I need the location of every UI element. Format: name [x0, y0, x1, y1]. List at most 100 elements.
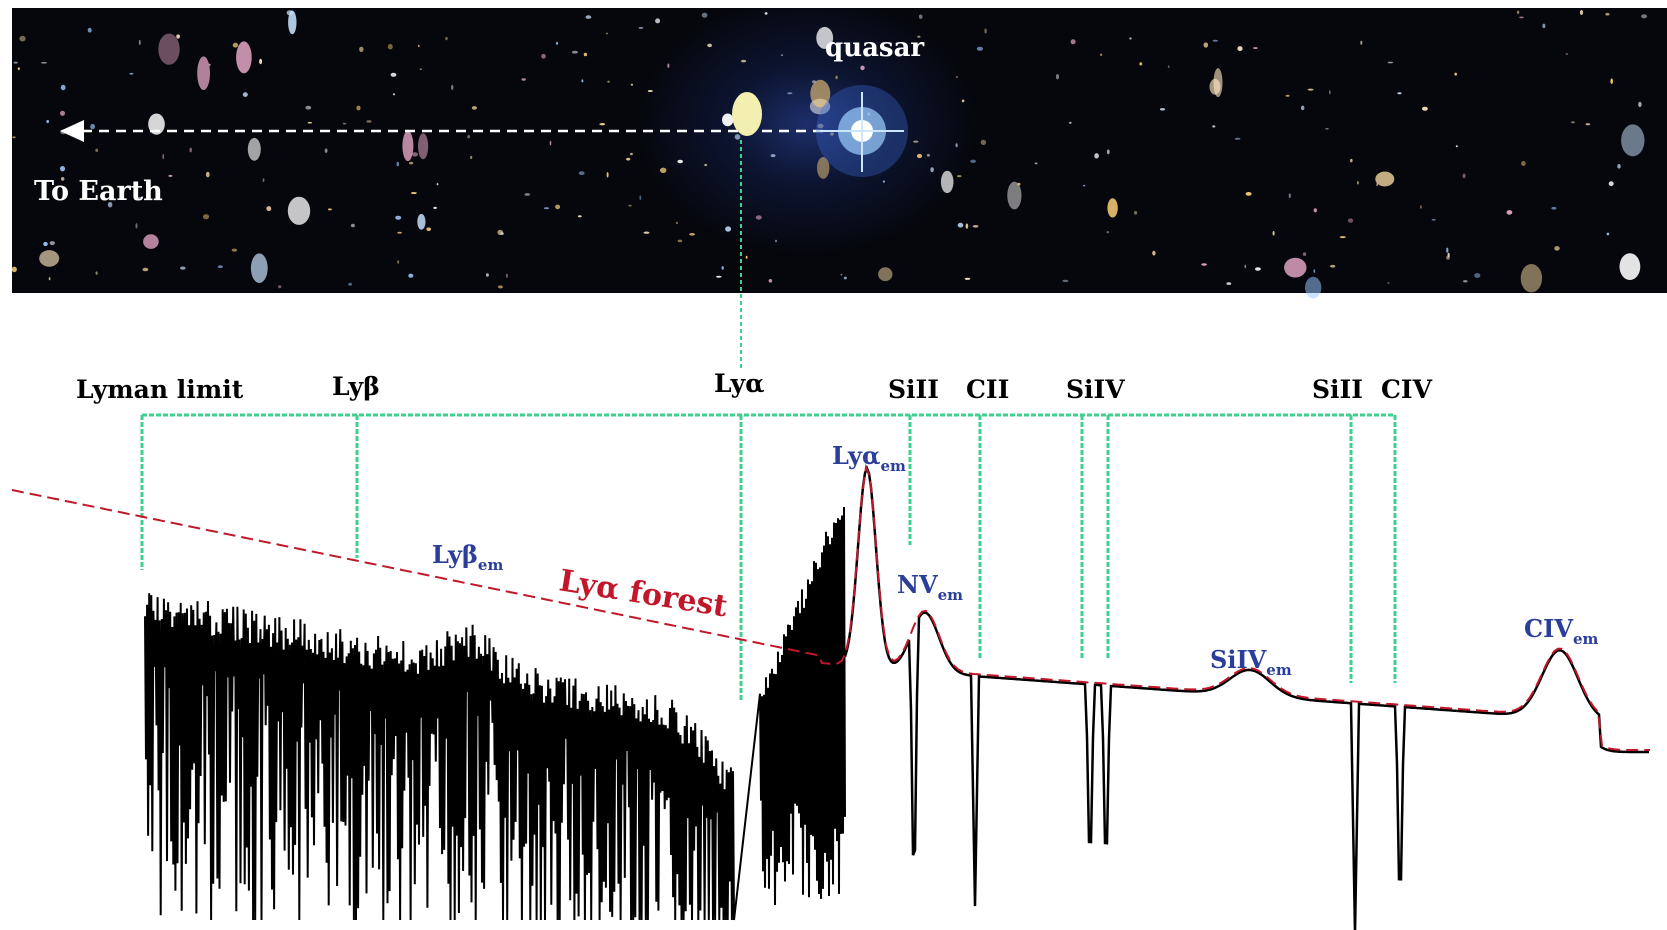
background-galaxy: [180, 266, 186, 270]
background-galaxy: [19, 35, 26, 42]
background-galaxy: [408, 273, 414, 278]
background-galaxy: [1347, 218, 1354, 223]
background-galaxy: [1134, 211, 1138, 215]
background-galaxy: [266, 206, 272, 212]
background-galaxy: [1094, 153, 1099, 159]
background-galaxy: [1621, 124, 1645, 157]
background-galaxy: [704, 163, 708, 167]
background-galaxy: [768, 279, 773, 283]
background-galaxy: [1397, 92, 1402, 95]
background-galaxy: [961, 99, 965, 103]
background-galaxy: [418, 133, 429, 160]
label-ly-alpha-em: Lyαem: [832, 441, 906, 475]
background-galaxy: [158, 33, 180, 65]
quasar-label: quasar: [825, 33, 924, 63]
background-galaxy: [436, 183, 439, 186]
background-galaxy: [1617, 164, 1621, 169]
background-galaxy: [1209, 78, 1221, 95]
background-galaxy: [162, 153, 164, 160]
background-galaxy: [1305, 276, 1322, 299]
background-galaxy: [1638, 101, 1642, 108]
background-galaxy: [287, 196, 311, 225]
background-galaxy: [138, 196, 142, 201]
background-galaxy: [189, 147, 192, 153]
background-galaxy: [1551, 206, 1557, 210]
background-galaxy: [366, 120, 372, 123]
background-galaxy: [787, 92, 793, 95]
background-galaxy: [1519, 16, 1524, 19]
background-galaxy: [1099, 53, 1103, 56]
background-galaxy: [964, 277, 971, 280]
background-galaxy: [197, 56, 211, 90]
background-galaxy: [176, 34, 180, 39]
background-galaxy: [1605, 12, 1610, 16]
background-galaxy: [232, 42, 239, 48]
background-galaxy: [722, 113, 734, 127]
background-galaxy: [955, 143, 958, 148]
background-galaxy: [49, 241, 55, 246]
label-forest: Lyα forest: [557, 563, 730, 624]
background-galaxy: [810, 79, 831, 108]
background-galaxy: [541, 53, 546, 59]
background-galaxy: [387, 43, 393, 50]
background-galaxy: [571, 50, 579, 54]
background-galaxy: [1062, 279, 1069, 283]
background-galaxy: [40, 62, 48, 64]
background-galaxy: [60, 110, 65, 116]
background-galaxy: [599, 123, 606, 126]
background-galaxy: [1313, 208, 1318, 213]
background-galaxy: [247, 137, 261, 161]
background-galaxy: [745, 255, 748, 259]
background-galaxy: [1284, 257, 1307, 278]
background-galaxy: [1542, 23, 1546, 29]
label-ly-alpha: Lyα: [714, 369, 764, 398]
background-galaxy: [95, 271, 98, 275]
background-galaxy: [1288, 193, 1291, 198]
background-galaxy: [626, 157, 631, 161]
background-galaxy: [543, 207, 550, 210]
background-galaxy: [916, 153, 923, 159]
background-galaxy: [1375, 171, 1395, 187]
background-galaxy: [1516, 10, 1520, 15]
background-galaxy: [607, 80, 610, 83]
background-galaxy: [143, 234, 159, 249]
background-galaxy: [638, 27, 644, 29]
background-galaxy: [396, 161, 399, 167]
background-galaxy: [350, 223, 355, 228]
background-galaxy: [1070, 39, 1076, 45]
background-galaxy: [259, 58, 263, 65]
background-galaxy: [1234, 137, 1241, 140]
background-galaxy: [1302, 252, 1307, 256]
deep-field-image: [12, 8, 1667, 293]
background-galaxy: [1521, 161, 1526, 166]
background-galaxy: [913, 140, 919, 143]
background-galaxy: [780, 54, 784, 57]
background-galaxy: [87, 27, 92, 33]
background-galaxy: [1339, 236, 1346, 239]
background-galaxy: [1446, 247, 1449, 253]
background-galaxy: [1454, 72, 1457, 76]
background-galaxy: [497, 285, 503, 289]
background-galaxy: [917, 35, 921, 38]
background-galaxy: [817, 123, 824, 129]
background-galaxy: [1307, 88, 1314, 91]
background-galaxy: [395, 215, 402, 220]
background-galaxy: [250, 253, 268, 283]
background-galaxy: [643, 231, 650, 234]
background-galaxy: [701, 12, 708, 18]
background-galaxy: [930, 167, 934, 173]
background-galaxy: [61, 177, 65, 181]
background-galaxy: [1034, 162, 1038, 165]
background-galaxy: [521, 78, 526, 81]
background-galaxy: [451, 84, 454, 91]
background-galaxy: [980, 139, 987, 145]
background-galaxy: [205, 171, 210, 178]
background-galaxy: [1610, 78, 1613, 84]
background-galaxy: [426, 227, 432, 231]
background-galaxy: [359, 46, 364, 52]
background-galaxy: [342, 122, 347, 125]
background-galaxy: [918, 14, 923, 19]
background-galaxy: [1226, 282, 1232, 285]
label-ly-beta-em: Lyβem: [432, 540, 503, 574]
background-galaxy: [984, 28, 987, 34]
